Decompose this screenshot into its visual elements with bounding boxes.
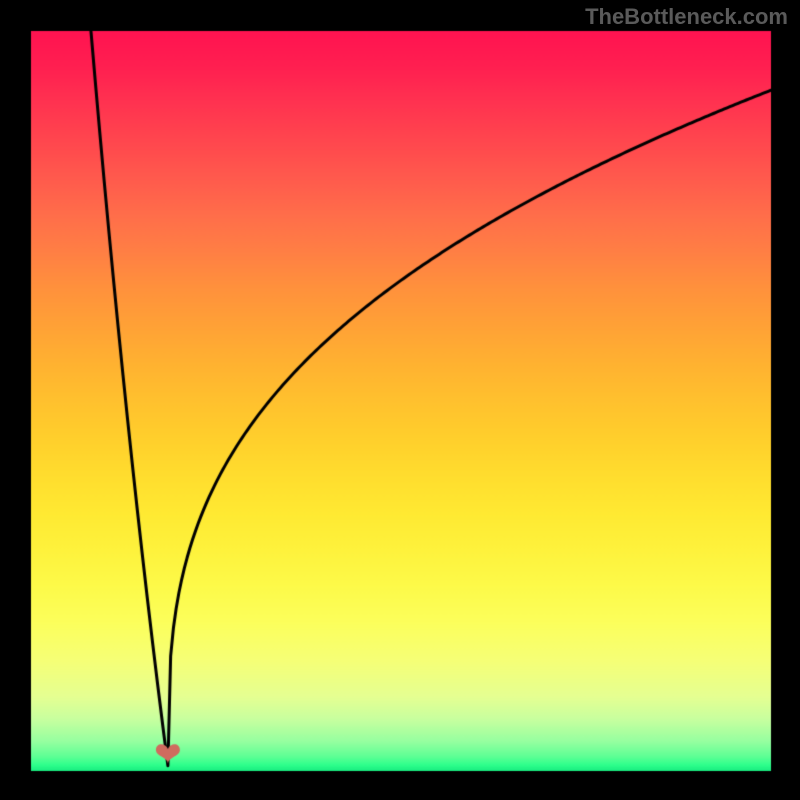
bottleneck-chart-canvas <box>0 0 800 800</box>
chart-root: TheBottleneck.com <box>0 0 800 800</box>
